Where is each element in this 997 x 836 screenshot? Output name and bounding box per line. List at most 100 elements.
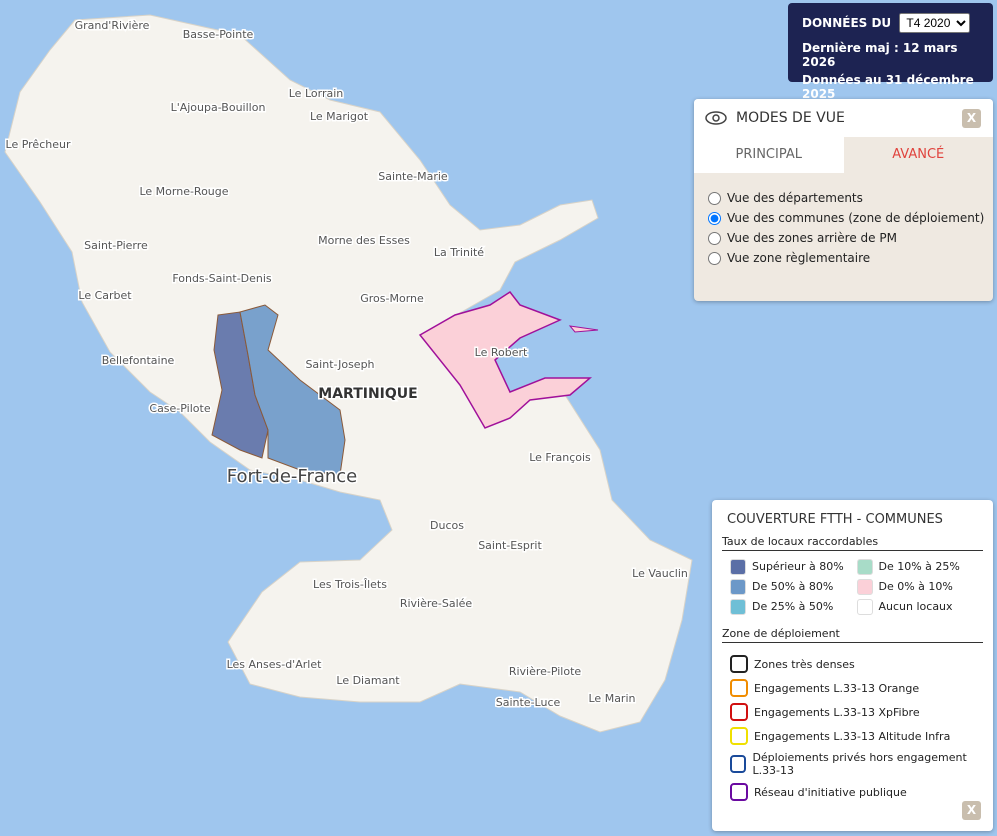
place-label: Sainte-Luce [496, 696, 561, 709]
legend-section: Zone de déploiement [722, 627, 983, 643]
commune-schoelcher-area [239, 304, 346, 476]
rate-list: Supérieur à 80% De 10% à 25% De 50% à 80% D… [730, 559, 983, 615]
zone-label: Réseau d'initiative publique [754, 785, 907, 799]
zone-swatch [730, 703, 748, 721]
zone-swatch [730, 655, 748, 673]
rate-item: De 0% à 10% [856, 579, 984, 595]
zone-item: Engagements L.33-13 Altitude Infra [730, 727, 983, 745]
zone-label: Déploiements privés hors engagement L.33… [752, 751, 967, 777]
zone-item: Zones très denses [730, 655, 983, 673]
place-label: Morne des Esses [318, 234, 410, 247]
place-label: Rivière-Pilote [509, 665, 582, 678]
rate-item: De 50% à 80% [730, 579, 857, 595]
view-option[interactable]: Vue des départements [706, 191, 993, 205]
rate-label: De 50% à 80% [752, 580, 834, 593]
rate-swatch [730, 559, 746, 575]
island-east [568, 325, 599, 333]
rate-swatch [856, 579, 873, 595]
place-label: Saint-Joseph [305, 358, 374, 371]
rate-label: De 10% à 25% [878, 560, 960, 573]
place-label: Fort-de-France [227, 466, 358, 487]
rate-label: Supérieur à 80% [752, 560, 844, 573]
close-button[interactable]: X [962, 801, 981, 820]
option-label: Vue des communes (zone de déploiement) [727, 211, 985, 225]
rate-item: Aucun locaux [856, 599, 984, 615]
quarter-select[interactable]: T4 2020 [899, 13, 971, 33]
commune-le-robert-area [418, 290, 593, 429]
place-label: Le Marin [589, 692, 636, 705]
update-date: Dernière maj : 12 mars 2026 [802, 41, 958, 69]
view-option[interactable]: Vue des communes (zone de déploiement) [706, 211, 993, 225]
data-header: DONNÉES DU T4 2020 Dernière maj : 12 mar… [788, 3, 993, 101]
place-label: L'Ajoupa-Bouillon [171, 101, 266, 114]
place-label: Le Diamant [336, 674, 400, 687]
rate-item: De 25% à 50% [730, 599, 857, 615]
place-label: Sainte-Marie [378, 170, 448, 183]
place-label: Le Lorrain [289, 87, 344, 100]
option-label: Vue zone règlementaire [727, 251, 871, 265]
place-label: Le Vauclin [632, 567, 688, 580]
place-label: Les Trois-Îlets [313, 578, 387, 591]
place-label: Grand'Rivière [75, 19, 150, 32]
legend-section: Taux de locaux raccordables [722, 535, 983, 551]
place-label: Fonds-Saint-Denis [172, 272, 272, 285]
rate-swatch [856, 559, 873, 575]
place-label: Le François [529, 451, 591, 464]
place-label: Case-Pilote [149, 402, 210, 415]
tabs: PRINCIPAL AVANCÉ [694, 137, 993, 173]
place-label: Le Marigot [310, 110, 369, 123]
place-label: Gros-Morne [360, 292, 424, 305]
rate-swatch [730, 599, 746, 615]
place-label: Le Robert [475, 346, 528, 359]
zone-label: Engagements L.33-13 XpFibre [754, 705, 920, 719]
zone-list: Zones très denses Engagements L.33-13 Ora… [722, 655, 983, 801]
view-option[interactable]: Vue zone règlementaire [706, 251, 993, 265]
zone-swatch [730, 679, 748, 697]
zone-item: Déploiements privés hors engagement L.33… [730, 751, 983, 777]
zone-item: Engagements L.33-13 XpFibre [730, 703, 983, 721]
option-label: Vue des départements [727, 191, 863, 205]
rate-label: Aucun locaux [878, 600, 953, 613]
radio[interactable] [708, 211, 721, 225]
place-label: Le Prêcheur [6, 138, 71, 151]
zone-label: Zones très denses [754, 657, 855, 671]
view-options: Vue des départements Vue des communes (zo… [694, 173, 993, 265]
option-label: Vue des zones arrière de PM [727, 231, 897, 245]
place-label: Ducos [430, 519, 464, 532]
view-option[interactable]: Vue des zones arrière de PM [706, 231, 993, 245]
radio[interactable] [708, 191, 721, 205]
close-button[interactable]: X [962, 109, 981, 128]
zone-item: Réseau d'initiative publique [730, 783, 983, 801]
rate-swatch [856, 599, 873, 615]
view-modes-header: MODES DE VUE [694, 99, 993, 137]
tab[interactable]: AVANCÉ [843, 137, 993, 173]
zone-label: Engagements L.33-13 Altitude Infra [754, 729, 951, 743]
eye-icon [705, 111, 727, 125]
rate-item: Supérieur à 80% [730, 559, 857, 575]
place-label: Le Morne-Rouge [139, 185, 228, 198]
rate-swatch [730, 579, 746, 595]
island [4, 14, 693, 733]
place-label: MARTINIQUE [318, 386, 417, 402]
place-label: Basse-Pointe [183, 28, 254, 41]
zone-swatch [730, 783, 748, 801]
place-label: Bellefontaine [102, 354, 175, 367]
view-modes-title: MODES DE VUE [736, 110, 845, 126]
legend-title: COUVERTURE FTTH - COMMUNES [727, 512, 943, 527]
header-label: DONNÉES DU [802, 16, 892, 30]
radio[interactable] [708, 231, 721, 245]
place-label: La Trinité [434, 246, 484, 259]
place-label: Le Carbet [78, 289, 132, 302]
rate-label: De 25% à 50% [752, 600, 834, 613]
zone-swatch [730, 727, 748, 745]
tab[interactable]: PRINCIPAL [694, 137, 844, 173]
place-label: Saint-Esprit [478, 539, 542, 552]
zone-swatch [730, 755, 747, 773]
data-date: Données au 31 décembre 2025 [802, 73, 974, 101]
radio[interactable] [708, 251, 721, 265]
zone-label: Engagements L.33-13 Orange [754, 681, 920, 695]
view-modes-panel: MODES DE VUE X PRINCIPAL AVANCÉ Vue des d… [694, 99, 993, 301]
zone-item: Engagements L.33-13 Orange [730, 679, 983, 697]
